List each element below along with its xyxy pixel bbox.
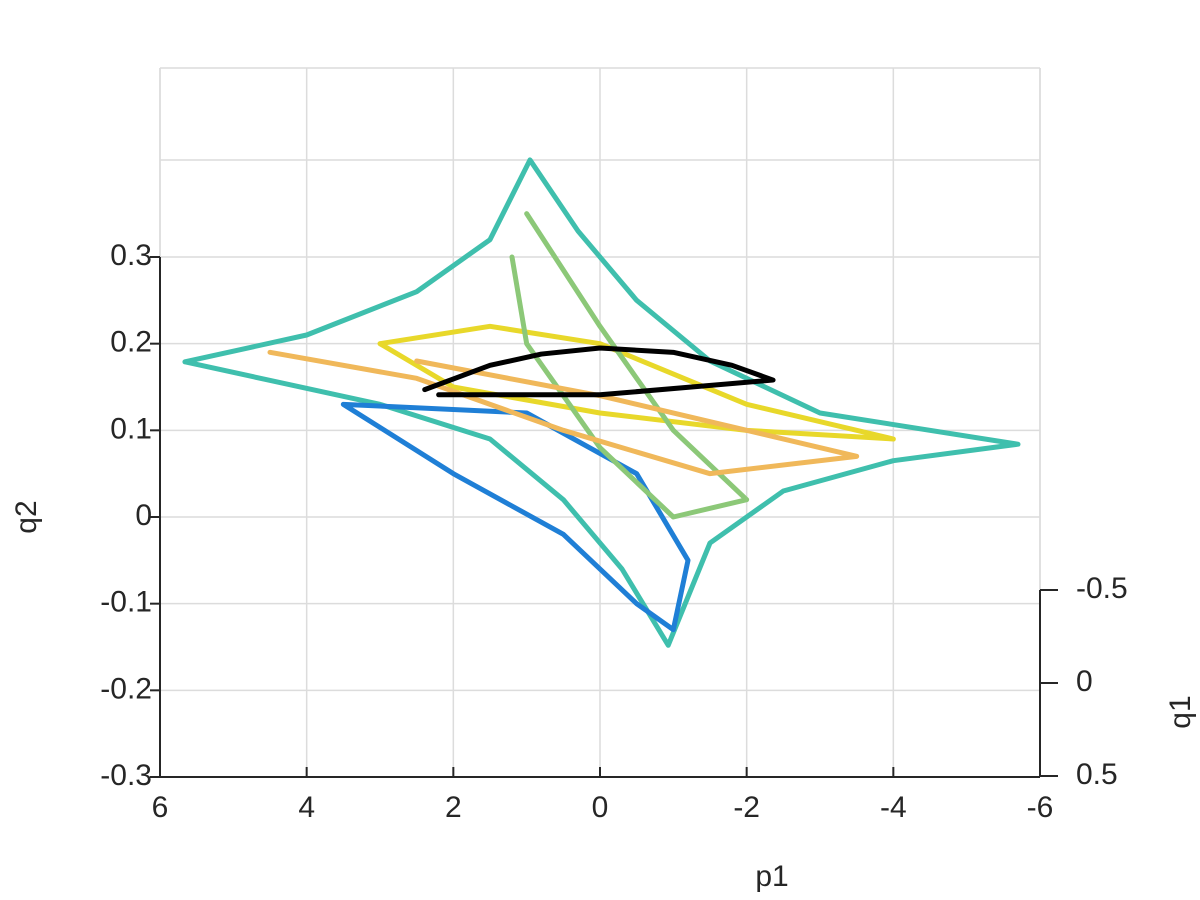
y-tick-label: -0.1 [100, 586, 152, 619]
trajectory-line [182, 157, 1021, 648]
z-tick-label: 0.5 [1076, 758, 1118, 791]
y-axis-label: q2 [10, 500, 43, 533]
y-tick-label: 0.3 [110, 239, 152, 272]
x-tick-label: 6 [152, 791, 169, 824]
x-tick-label: 4 [298, 791, 315, 824]
trajectory-line [267, 349, 860, 477]
x-tick-label: 0 [592, 791, 609, 824]
y-tick-label: 0.1 [110, 412, 152, 445]
x-tick-label: -2 [733, 791, 760, 824]
x-tick-label: 2 [445, 791, 462, 824]
y-tick-label: -0.3 [100, 759, 152, 792]
z-axis-label: q1 [1164, 695, 1197, 728]
x-tick-label: -4 [880, 791, 907, 824]
x-axis-label: p1 [755, 860, 788, 893]
y-tick-label: -0.2 [100, 672, 152, 705]
trajectory-line [340, 401, 691, 633]
z-tick-label: 0 [1076, 665, 1093, 698]
trajectory-line [509, 211, 750, 520]
y-tick-label: 0 [135, 499, 152, 532]
trajectory-line [422, 345, 776, 398]
x-tick-label: -6 [1027, 791, 1054, 824]
y-tick-label: 0.2 [110, 326, 152, 359]
z-tick-label: -0.5 [1076, 572, 1128, 605]
